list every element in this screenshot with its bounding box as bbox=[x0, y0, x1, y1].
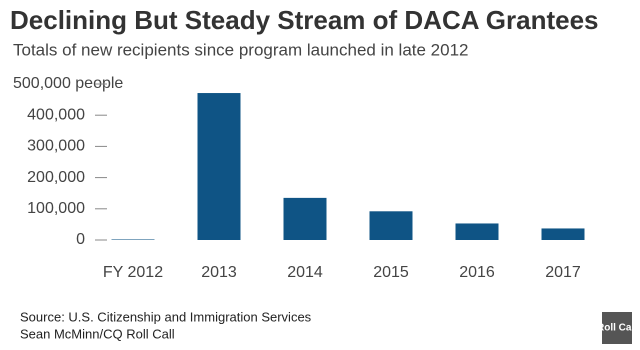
credit: Sean McMinn/CQ Roll Call bbox=[20, 326, 175, 341]
bar bbox=[369, 211, 413, 240]
bar bbox=[111, 239, 155, 240]
x-tick-label: 2015 bbox=[373, 264, 409, 281]
chart-subtitle: Totals of new recipients since program l… bbox=[13, 40, 469, 59]
bar bbox=[455, 223, 499, 240]
y-tick-label: 300,000 bbox=[27, 138, 85, 155]
x-tick-label: 2016 bbox=[459, 264, 495, 281]
source: Source: U.S. Citizenship and Immigration… bbox=[20, 309, 312, 324]
x-tick-label: 2014 bbox=[287, 264, 323, 281]
x-tick-label: FY 2012 bbox=[103, 264, 163, 281]
logo: Roll Call bbox=[597, 323, 637, 334]
y-tick-label: 100,000 bbox=[27, 200, 85, 217]
x-tick-label: 2017 bbox=[545, 264, 581, 281]
logo-box bbox=[602, 312, 632, 344]
bar bbox=[283, 197, 327, 240]
y-tick-label: 0 bbox=[76, 231, 85, 248]
y-tick-label: 500,000 people bbox=[13, 75, 123, 92]
bar bbox=[541, 228, 585, 240]
x-tick-label: 2013 bbox=[201, 264, 237, 281]
y-tick-label: 200,000 bbox=[27, 169, 85, 186]
bar bbox=[197, 93, 241, 240]
y-tick-label: 400,000 bbox=[27, 106, 85, 123]
chart-title: Declining But Steady Stream of DACA Gran… bbox=[10, 5, 599, 35]
